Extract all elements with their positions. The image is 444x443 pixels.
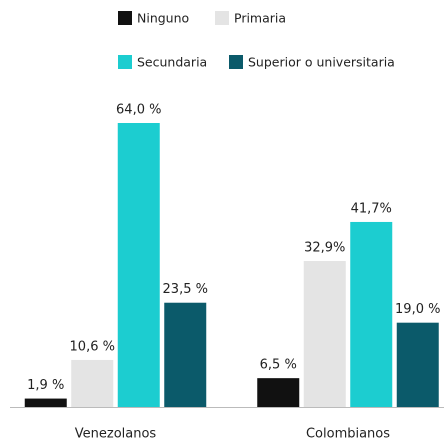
value-label: 19,0 % <box>395 302 440 317</box>
value-label: 41,7% <box>351 201 392 216</box>
value-label: 23,5 % <box>163 282 208 297</box>
bar <box>71 359 114 407</box>
bar <box>303 261 346 407</box>
bar <box>117 123 160 407</box>
bar <box>350 221 393 407</box>
bar <box>396 322 439 407</box>
value-label: 64,0 % <box>116 103 161 118</box>
legend-swatch <box>118 11 132 25</box>
value-label: 32,9% <box>304 241 345 256</box>
legend-swatch <box>229 55 243 69</box>
bar <box>24 398 67 407</box>
x-tick-label: Venezolanos <box>75 427 157 442</box>
legend-swatch <box>118 55 132 69</box>
legend-label: Secundaria <box>137 55 207 70</box>
value-label: 6,5 % <box>260 358 297 373</box>
legend-label: Superior o universitaria <box>248 55 395 70</box>
legend-swatch <box>215 11 229 25</box>
legend-label: Ninguno <box>137 11 189 26</box>
x-tick-label: Colombianos <box>306 427 390 442</box>
bar <box>164 302 207 407</box>
legend-label: Primaria <box>234 11 286 26</box>
bar <box>257 378 300 407</box>
value-label: 10,6 % <box>70 339 115 354</box>
value-label: 1,9 % <box>27 378 64 393</box>
